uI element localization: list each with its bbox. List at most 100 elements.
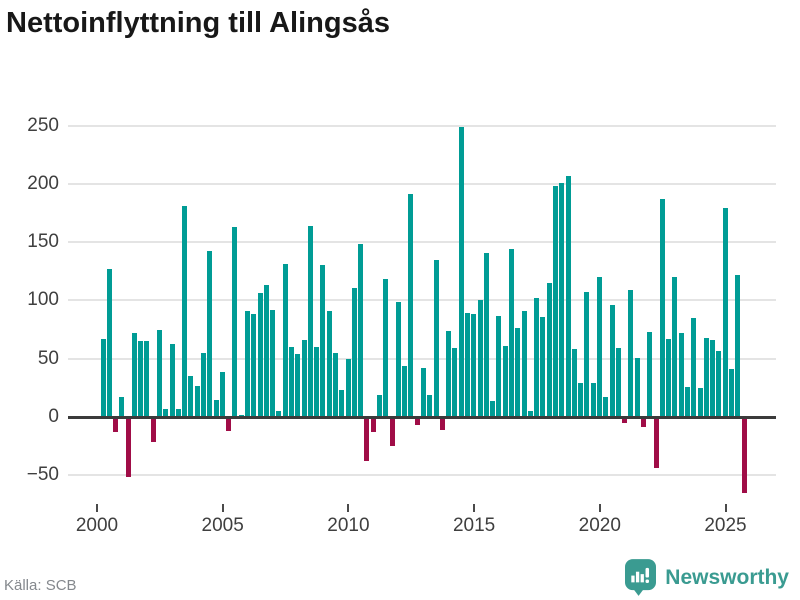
bar [534,298,540,417]
bar [144,341,150,417]
bar [584,292,590,417]
x-tick-label: 2020 [578,515,621,536]
bar [471,314,477,417]
bar [370,418,376,432]
bar [553,186,559,417]
bar [565,175,571,417]
y-tick-label: 50 [37,347,59,369]
bar [389,418,395,446]
x-tick-label: 2005 [201,515,244,536]
bar [716,350,722,417]
bar [421,368,427,417]
bar [672,277,678,417]
bar [609,305,615,417]
bar [571,349,577,417]
bar [201,352,207,417]
bar [722,208,728,417]
bar [515,328,521,417]
y-tick-label: −50 [26,464,59,486]
bar [150,418,156,443]
newsworthy-icon [625,559,657,597]
y-tick-label: 0 [48,406,59,427]
bar [270,309,276,417]
bar [194,385,200,417]
bar [301,340,307,417]
bar [232,226,238,417]
x-tick [724,504,727,512]
bar [251,314,257,417]
x-tick [598,504,601,512]
bar [465,313,471,417]
bar [364,418,370,462]
bar [131,333,137,417]
bar [729,369,734,417]
bar [427,394,433,417]
x-tick [347,504,350,512]
bar [710,340,716,417]
bar [653,418,659,469]
chart-title: Nettoinflyttning till Alingsås [6,7,390,39]
gridline [68,241,776,244]
bar [358,244,364,417]
x-tick-label: 2025 [704,515,747,536]
bar [377,394,383,417]
bar [263,285,269,417]
bar [697,387,703,417]
x-tick-label: 2015 [452,515,496,536]
bar [295,354,301,417]
bar [622,418,628,423]
bar [452,348,458,417]
x-tick-label: 2010 [327,515,370,536]
bar [527,411,533,417]
bar [521,310,527,417]
y-tick-label: 250 [27,114,59,136]
bar [741,418,747,493]
x-tick-label: 2000 [75,515,119,536]
bar [100,338,106,417]
bar [509,249,515,417]
bar [647,331,653,417]
bar [597,277,602,417]
bar [345,358,351,417]
newsworthy-logo: Newsworthy [625,559,789,597]
bar [414,418,420,425]
bar [113,418,119,432]
y-tick-label: 200 [27,172,59,194]
bar [590,383,596,417]
bar [540,316,546,417]
bar [245,310,251,417]
bar [333,352,339,417]
bar [314,347,320,417]
bar [685,386,690,417]
bar [213,399,219,417]
bar [678,333,684,417]
gridline [68,299,776,302]
bar [282,264,288,417]
bar [408,194,414,417]
bar [659,198,665,417]
bar [219,371,225,417]
bar [603,397,609,417]
bar [383,279,389,417]
x-tick [221,504,224,512]
x-tick [96,504,98,512]
bar [641,418,646,428]
bar [125,418,131,478]
bar [138,341,144,417]
bar [703,337,709,417]
gridline [68,357,776,360]
bar [289,347,295,417]
bar [735,274,741,417]
newsworthy-wordmark: Newsworthy [665,566,789,589]
bar [106,268,112,417]
bar [615,348,621,417]
gridline [68,124,776,127]
zero-axis-line [68,415,776,419]
bar [175,408,181,417]
bar [157,329,163,417]
bar [559,182,565,417]
bar [402,365,408,417]
bar [207,251,213,417]
